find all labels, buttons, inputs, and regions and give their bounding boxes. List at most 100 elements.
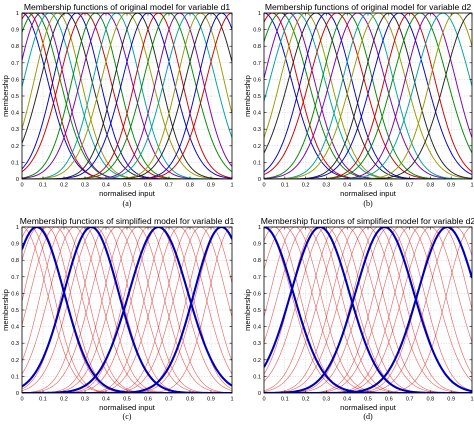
chart-panel-2: 0 0.1 0.2 0.3 0.4 0.5 0.6 0.7 0.8 0.9 1 0 0.1 0.2 0.3 0… [243,2,474,208]
y-tick-label: 0.3 [253,341,261,347]
y-tick-label: 0.6 [11,291,19,297]
x-tick-label: 0.8 [186,397,194,403]
x-tick-label: 0.3 [81,397,89,403]
x-tick-label: 0.8 [186,183,194,189]
y-tick-label: 0.7 [253,61,261,67]
y-tick-label: 0.7 [253,275,261,281]
y-tick-label: 0 [16,391,19,397]
y-tick-label: 1 [258,11,261,17]
x-tick-label: 0.1 [39,183,47,189]
x-tick-label: 0.4 [102,183,110,189]
y-tick-label: 0.1 [253,160,261,166]
series-line-11 [264,227,472,393]
chart-title: Membership functions of original model f… [24,2,231,12]
x-tick-label: 0.4 [343,397,351,403]
x-axis-label: normalised input [340,189,397,198]
y-tick-label: 0.8 [253,258,261,264]
series-line-7 [22,13,232,179]
y-tick-label: 0 [258,177,261,183]
chart-title: Membership functions of simplified model… [261,216,474,226]
y-tick-label: 1 [16,225,19,231]
y-tick-label: 0.3 [253,127,261,133]
x-tick-label: 0.7 [406,183,414,189]
x-axis-label: normalised input [340,403,397,412]
series-line-17 [264,227,472,393]
panel-caption: (b) [363,199,373,208]
x-tick-label: 0 [262,397,265,403]
y-axis-label: membership [243,289,252,331]
y-tick-label: 0.2 [253,358,261,364]
series-line-12 [264,13,472,179]
x-tick-label: 0.5 [123,183,131,189]
x-tick-label: 0.8 [427,183,435,189]
y-tick-label: 0.9 [11,242,19,248]
x-tick-label: 0 [20,183,23,189]
chart-title: Membership functions of simplified model… [20,216,235,226]
chart-title: Membership functions of original model f… [265,2,472,12]
panel-caption: (d) [363,412,373,421]
x-tick-label: 0 [20,397,23,403]
x-tick-label: 0.3 [81,183,89,189]
x-tick-label: 0.9 [207,397,215,403]
y-tick-label: 0 [258,391,261,397]
x-tick-label: 0.5 [364,397,372,403]
y-tick-label: 1 [16,11,19,17]
x-tick-label: 0.4 [102,397,110,403]
y-tick-label: 0.1 [253,374,261,380]
y-tick-label: 0.2 [253,144,261,150]
y-tick-label: 0.9 [11,28,19,34]
y-tick-label: 0.6 [253,77,261,83]
y-tick-label: 0 [16,177,19,183]
series-line-18 [264,13,472,179]
y-tick-label: 0.4 [11,325,19,331]
y-tick-label: 0.8 [11,44,19,50]
y-tick-label: 0.9 [253,28,261,34]
y-tick-label: 0.3 [11,127,19,133]
y-tick-label: 0.8 [253,44,261,50]
series-line-16 [22,227,232,393]
x-tick-label: 1 [470,183,473,189]
y-tick-label: 1 [258,225,261,231]
series-line-8 [22,13,232,179]
x-tick-label: 0.2 [60,183,68,189]
x-tick-label: 0.2 [302,183,310,189]
series-line-12 [22,227,232,393]
y-axis-label: membership [1,75,10,117]
y-tick-label: 0.2 [11,144,19,150]
series-line-23 [264,227,472,393]
y-tick-label: 0.3 [11,341,19,347]
x-tick-label: 0.6 [144,397,152,403]
x-tick-label: 0.6 [144,183,152,189]
x-tick-label: 0 [262,183,265,189]
x-tick-label: 0.6 [385,183,393,189]
y-tick-label: 0.7 [11,61,19,67]
x-tick-label: 0.3 [323,397,331,403]
series-line-16 [264,227,472,393]
x-tick-label: 0.7 [165,183,173,189]
x-tick-label: 1 [230,183,233,189]
y-tick-label: 0.7 [11,275,19,281]
x-tick-label: 0.2 [302,397,310,403]
x-tick-label: 0.1 [281,183,289,189]
y-tick-label: 0.1 [11,160,19,166]
panel-caption: (c) [123,412,132,421]
x-tick-label: 0.9 [447,397,455,403]
x-tick-label: 0.7 [406,397,414,403]
series-line-17 [22,227,232,393]
chart-panel-3: 0 0.1 0.2 0.3 0.4 0.5 0.6 0.7 0.8 0.9 1 0 0.1 0.2 0.3 0… [1,216,234,421]
series-line-19 [264,13,472,179]
y-tick-label: 0.2 [11,358,19,364]
chart-panel-1: 0 0.1 0.2 0.3 0.4 0.5 0.6 0.7 0.8 0.9 1 0 0.1 0.2 0.3 0… [1,2,234,208]
series-line-13 [264,13,472,179]
x-tick-label: 0.1 [281,397,289,403]
x-tick-label: 0.8 [427,397,435,403]
y-tick-label: 0.1 [11,374,19,380]
y-tick-label: 0.4 [253,325,261,331]
x-tick-label: 1 [470,397,473,403]
x-tick-label: 0.5 [123,397,131,403]
x-tick-label: 0.4 [343,183,351,189]
y-tick-label: 0.9 [253,242,261,248]
series-line-24 [264,227,472,393]
x-axis-label: normalised input [99,403,156,412]
